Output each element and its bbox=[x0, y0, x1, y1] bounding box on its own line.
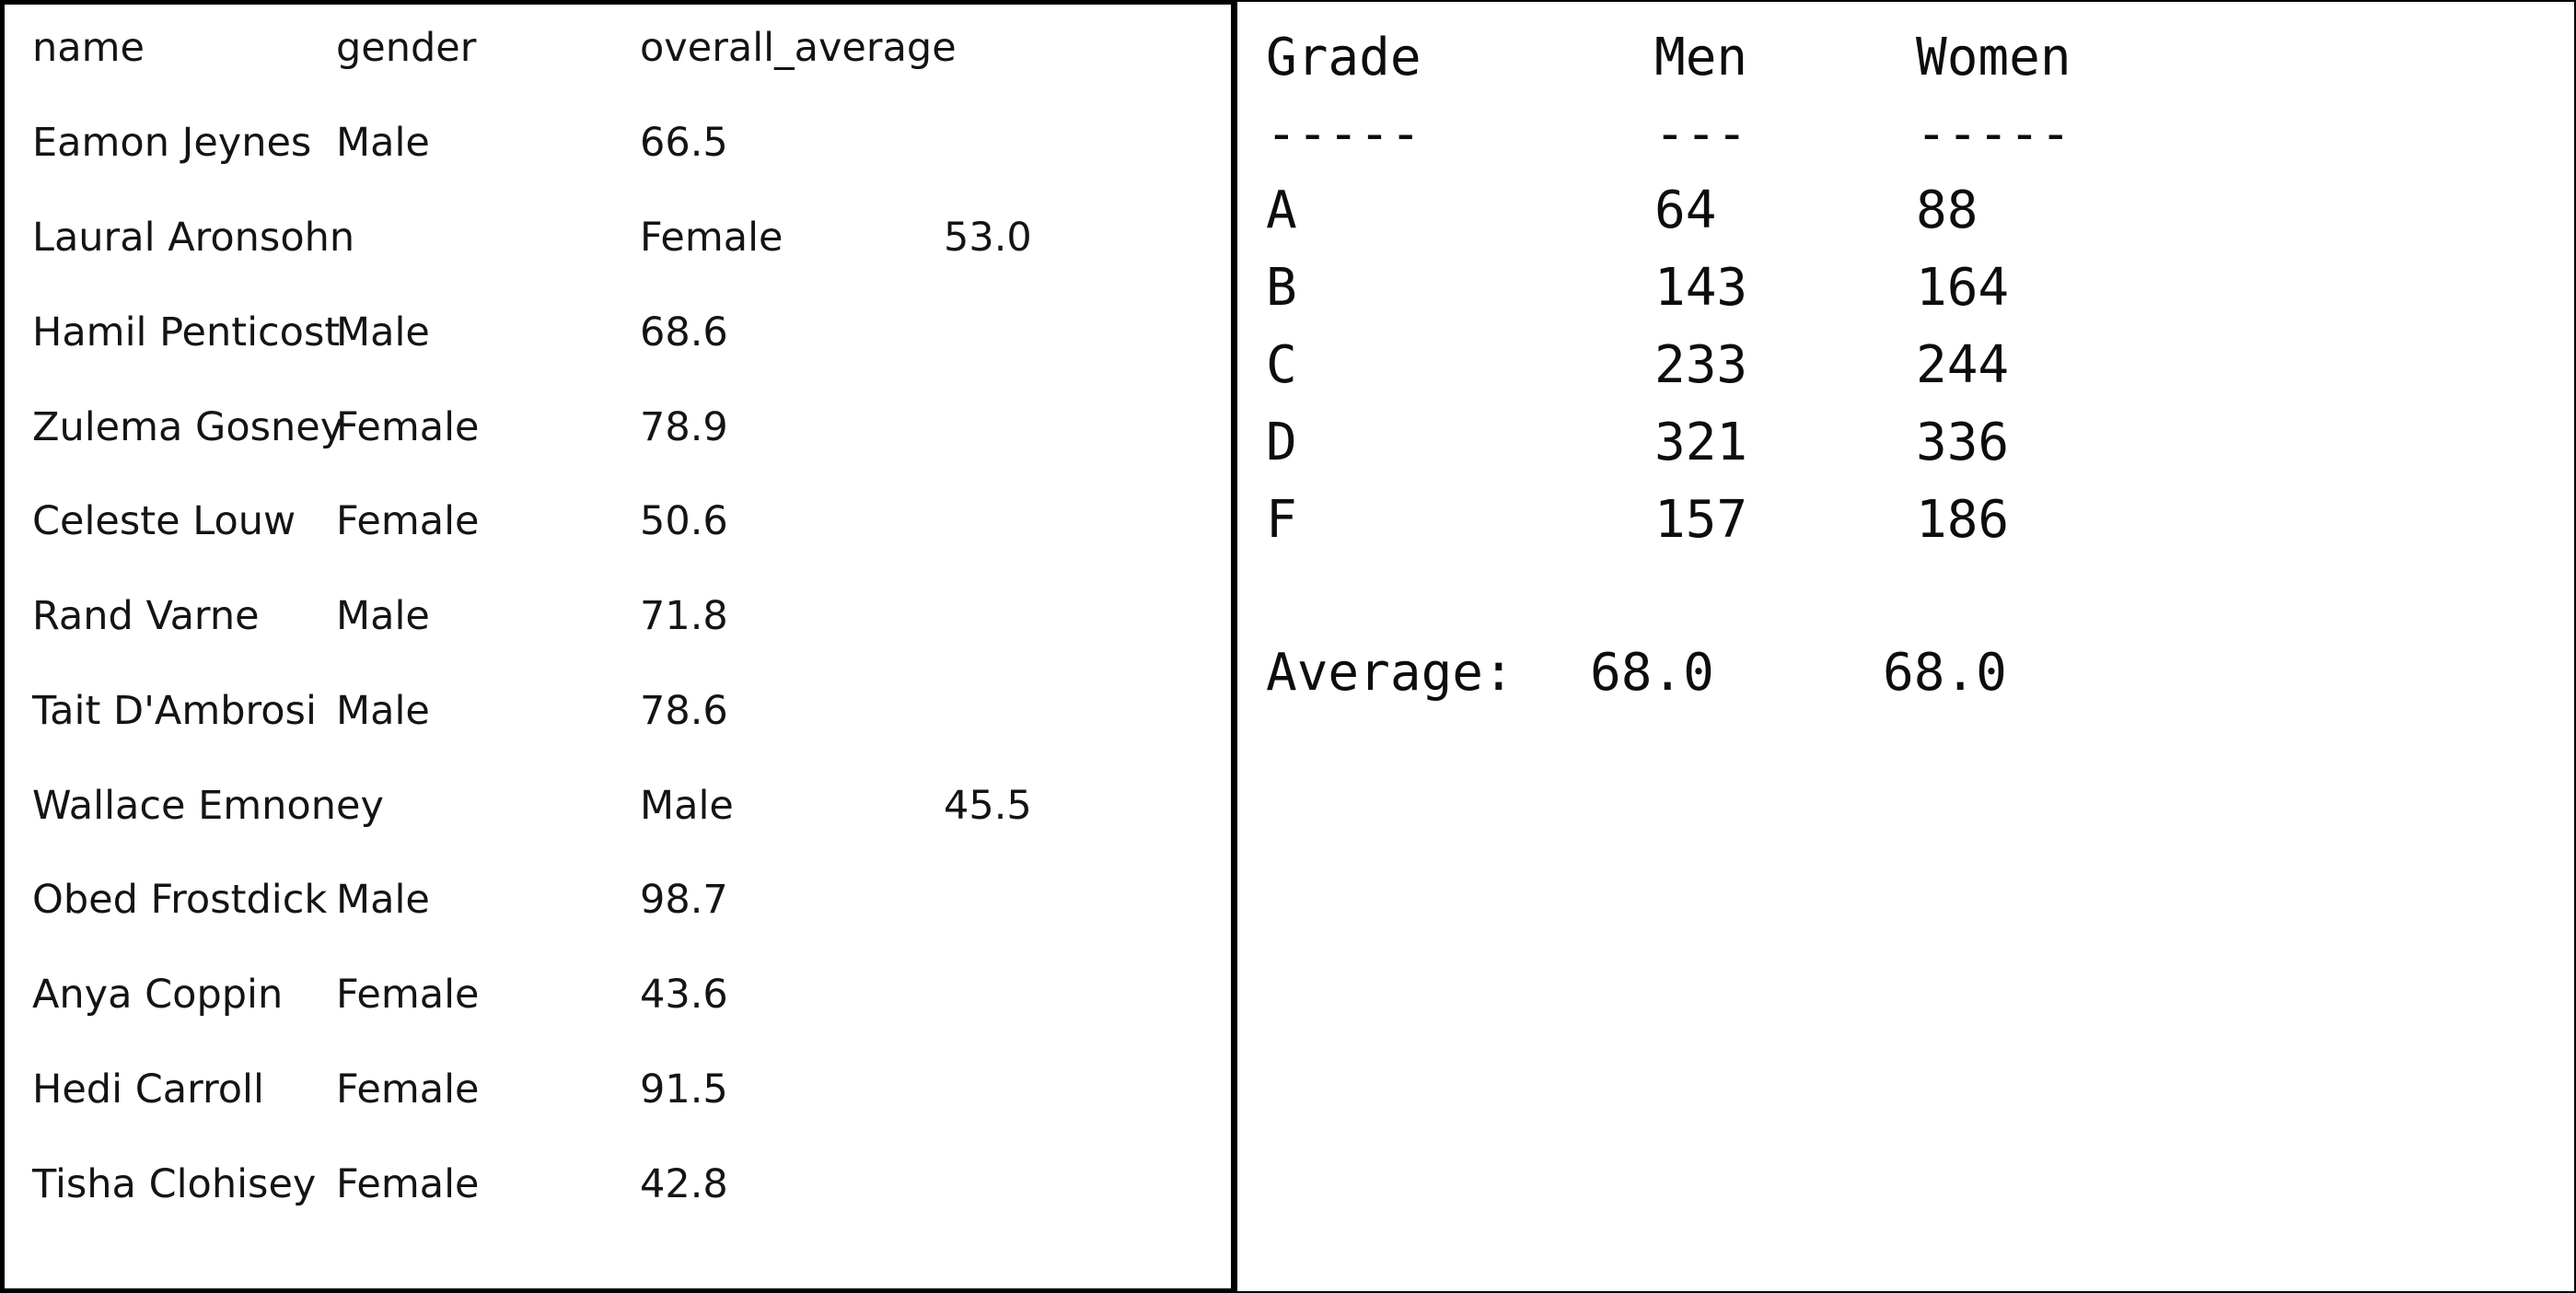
table-cell-name: Obed Frostdick bbox=[32, 877, 328, 923]
summary-men-count: 143 bbox=[1654, 258, 1748, 318]
header-gender: gender bbox=[336, 25, 477, 71]
summary-grade: C bbox=[1266, 335, 1297, 395]
summary-grade: A bbox=[1266, 181, 1297, 240]
table-cell-name: Hedi Carroll bbox=[32, 1066, 264, 1112]
summary-header-grade: Grade bbox=[1266, 28, 1421, 87]
table-cell: 45.5 bbox=[944, 783, 1032, 829]
summary-women-count: 164 bbox=[1916, 258, 2010, 318]
table-cell-name: Wallace Emnoney bbox=[32, 783, 384, 829]
summary-header-men: Men bbox=[1654, 28, 1748, 87]
table-cell: Male bbox=[336, 877, 430, 923]
table-cell: Male bbox=[640, 783, 734, 829]
table-cell: 78.9 bbox=[640, 404, 728, 450]
table-cell-name: Tisha Clohisey bbox=[32, 1161, 317, 1207]
summary-men-count: 157 bbox=[1654, 490, 1748, 550]
table-cell: Male bbox=[336, 593, 430, 639]
table-cell-name: Hamil Penticost bbox=[32, 309, 341, 355]
grade-summary-panel bbox=[1235, 0, 2576, 1293]
table-cell-name: Celeste Louw bbox=[32, 498, 296, 544]
summary-men-count: 64 bbox=[1654, 181, 1717, 240]
table-cell: 50.6 bbox=[640, 498, 728, 544]
table-cell: Female bbox=[336, 972, 480, 1018]
header-overall-average: overall_average bbox=[640, 25, 957, 71]
summary-men-count: 321 bbox=[1654, 413, 1748, 472]
table-cell: Male bbox=[336, 120, 430, 166]
summary-women-count: 244 bbox=[1916, 335, 2010, 395]
average-label: Average: bbox=[1266, 643, 1514, 703]
table-cell: Female bbox=[336, 1066, 480, 1112]
table-cell-name: Anya Coppin bbox=[32, 972, 284, 1018]
table-cell: Male bbox=[336, 688, 430, 734]
table-cell-name: Laural Aronsohn bbox=[32, 215, 355, 261]
summary-separator: ----- bbox=[1266, 104, 1421, 164]
table-cell: 78.6 bbox=[640, 688, 728, 734]
table-cell: Female bbox=[640, 215, 783, 261]
header-name: name bbox=[32, 25, 145, 71]
table-cell-name: Rand Varne bbox=[32, 593, 260, 639]
summary-men-count: 233 bbox=[1654, 335, 1748, 395]
summary-grade: B bbox=[1266, 258, 1297, 318]
table-cell: 71.8 bbox=[640, 593, 728, 639]
table-cell-name: Zulema Gosney bbox=[32, 404, 344, 450]
average-women: 68.0 bbox=[1883, 643, 2007, 703]
table-cell: 66.5 bbox=[640, 120, 728, 166]
table-cell: Male bbox=[336, 309, 430, 355]
table-cell: 91.5 bbox=[640, 1066, 728, 1112]
raw-data-panel bbox=[0, 0, 1236, 1293]
table-cell: 68.6 bbox=[640, 309, 728, 355]
table-cell: 43.6 bbox=[640, 972, 728, 1018]
summary-women-count: 336 bbox=[1916, 413, 2010, 472]
average-men: 68.0 bbox=[1590, 643, 1714, 703]
table-cell: 98.7 bbox=[640, 877, 728, 923]
summary-grade: D bbox=[1266, 413, 1297, 472]
summary-separator: --- bbox=[1654, 104, 1748, 164]
table-cell: Female bbox=[336, 404, 480, 450]
summary-women-count: 186 bbox=[1916, 490, 2010, 550]
table-cell: 42.8 bbox=[640, 1161, 728, 1207]
summary-header-women: Women bbox=[1916, 28, 2071, 87]
table-cell: Female bbox=[336, 498, 480, 544]
table-cell-name: Tait D'Ambrosi bbox=[32, 688, 317, 734]
summary-separator: ----- bbox=[1916, 104, 2071, 164]
summary-women-count: 88 bbox=[1916, 181, 1978, 240]
table-cell: 53.0 bbox=[944, 215, 1032, 261]
table-cell-name: Eamon Jeynes bbox=[32, 120, 312, 166]
table-cell: Female bbox=[336, 1161, 480, 1207]
summary-grade: F bbox=[1266, 490, 1297, 550]
